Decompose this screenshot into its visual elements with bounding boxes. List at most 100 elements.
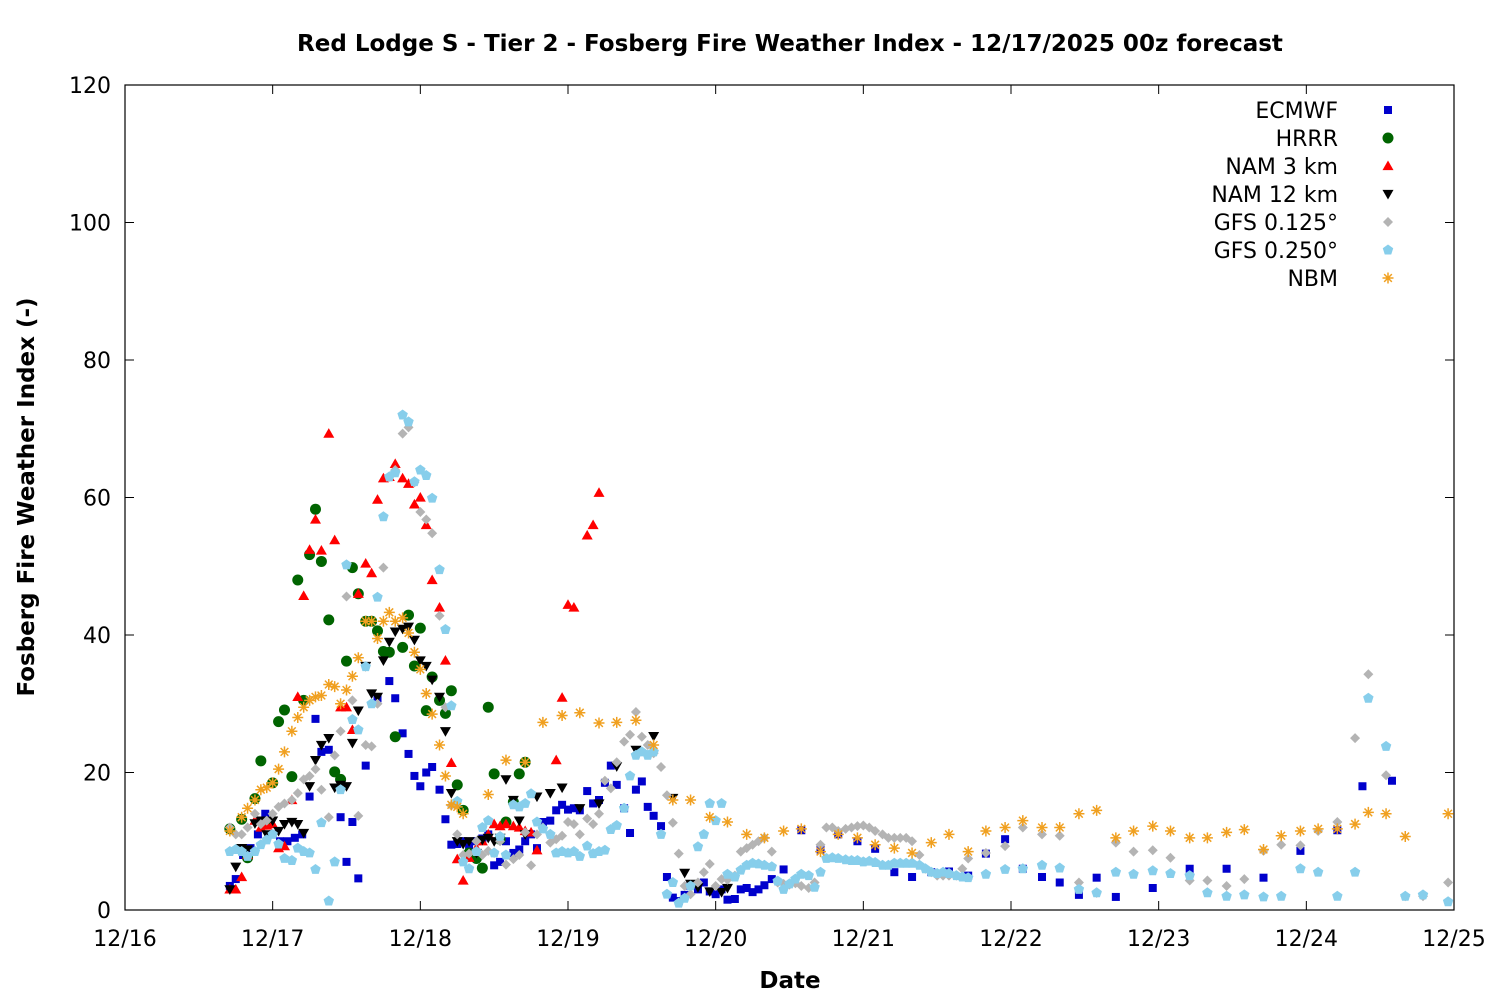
data-point [980, 825, 992, 837]
data-point [353, 724, 364, 735]
data-point [329, 681, 341, 693]
data-point [721, 816, 733, 828]
data-point [414, 663, 426, 675]
data-point [649, 811, 658, 820]
data-point [1147, 845, 1158, 856]
data-point [1294, 825, 1306, 837]
data-point [742, 884, 751, 892]
data-point [562, 599, 574, 609]
data-point [439, 727, 451, 737]
data-point [304, 770, 315, 781]
data-point [501, 837, 510, 846]
data-point [435, 785, 444, 794]
data-point [574, 707, 586, 719]
data-point [999, 822, 1011, 833]
data-point [636, 731, 647, 742]
data-point [324, 745, 333, 754]
data-point [1312, 866, 1324, 877]
data-point [242, 850, 253, 861]
data-point [667, 817, 678, 828]
data-point [588, 819, 599, 830]
data-point [741, 828, 753, 840]
data-point [434, 692, 446, 703]
data-point [1000, 841, 1011, 852]
data-point [509, 848, 518, 857]
data-point [361, 761, 370, 770]
data-point [253, 830, 262, 839]
data-point [1073, 883, 1085, 894]
data-point [298, 828, 310, 839]
data-point [1073, 877, 1084, 888]
data-point [999, 863, 1011, 874]
data-point [723, 895, 732, 904]
x-tick-label: 12/25 [1422, 927, 1485, 952]
data-point [255, 755, 267, 767]
data-point [426, 492, 438, 503]
legend-label: NBM [1287, 267, 1338, 292]
data-point [795, 823, 807, 835]
data-point [286, 771, 298, 783]
data-point [457, 874, 469, 885]
data-point [408, 635, 420, 646]
data-point [525, 788, 537, 799]
data-point [366, 567, 378, 578]
x-axis-label: Date [759, 968, 820, 994]
data-point [716, 888, 728, 898]
data-point [832, 828, 844, 840]
data-point [1387, 776, 1396, 785]
data-point [599, 775, 610, 786]
data-point [531, 844, 543, 855]
data-point [685, 880, 696, 891]
data-point [1073, 808, 1085, 820]
data-point [352, 652, 364, 664]
data-point [452, 829, 463, 840]
data-point [1128, 868, 1139, 879]
data-point [656, 762, 667, 772]
data-point [736, 885, 745, 894]
data-point [267, 808, 278, 819]
data-point [1111, 892, 1120, 901]
data-point [760, 881, 769, 890]
data-point [564, 805, 572, 814]
data-point [428, 763, 437, 771]
data-point [372, 692, 384, 703]
data-point [335, 726, 346, 737]
data-point [298, 590, 310, 600]
y-tick-label: 100 [69, 212, 111, 237]
data-point [354, 874, 363, 883]
series-6 [224, 606, 1454, 859]
data-point [1202, 875, 1213, 886]
data-point [414, 656, 426, 666]
data-point [821, 822, 832, 833]
data-point [943, 868, 955, 879]
data-point [1258, 891, 1269, 902]
data-point [397, 428, 408, 439]
y-tick-label: 0 [97, 899, 111, 924]
data-point [730, 895, 739, 903]
data-point [1276, 890, 1287, 901]
data-point [574, 804, 586, 814]
data-point [415, 464, 426, 475]
data-point [341, 782, 352, 792]
data-point [698, 867, 709, 878]
x-tick-label: 12/20 [684, 927, 747, 952]
data-point [315, 740, 327, 751]
chart-title: Red Lodge S - Tier 2 - Fosberg Fire Weat… [297, 31, 1283, 57]
data-point [378, 562, 389, 573]
data-point [383, 646, 395, 658]
data-point [298, 701, 310, 713]
data-point [309, 503, 321, 515]
data-point [531, 816, 543, 827]
data-point [451, 779, 463, 791]
data-point [426, 675, 438, 686]
data-point [249, 819, 261, 829]
data-point [514, 850, 525, 860]
data-point [593, 717, 605, 729]
data-point [1037, 829, 1048, 840]
data-point [870, 825, 881, 836]
data-point [526, 860, 537, 871]
data-point [316, 817, 327, 828]
data-point [1380, 740, 1392, 751]
data-point [304, 694, 316, 706]
data-point [1074, 890, 1083, 899]
